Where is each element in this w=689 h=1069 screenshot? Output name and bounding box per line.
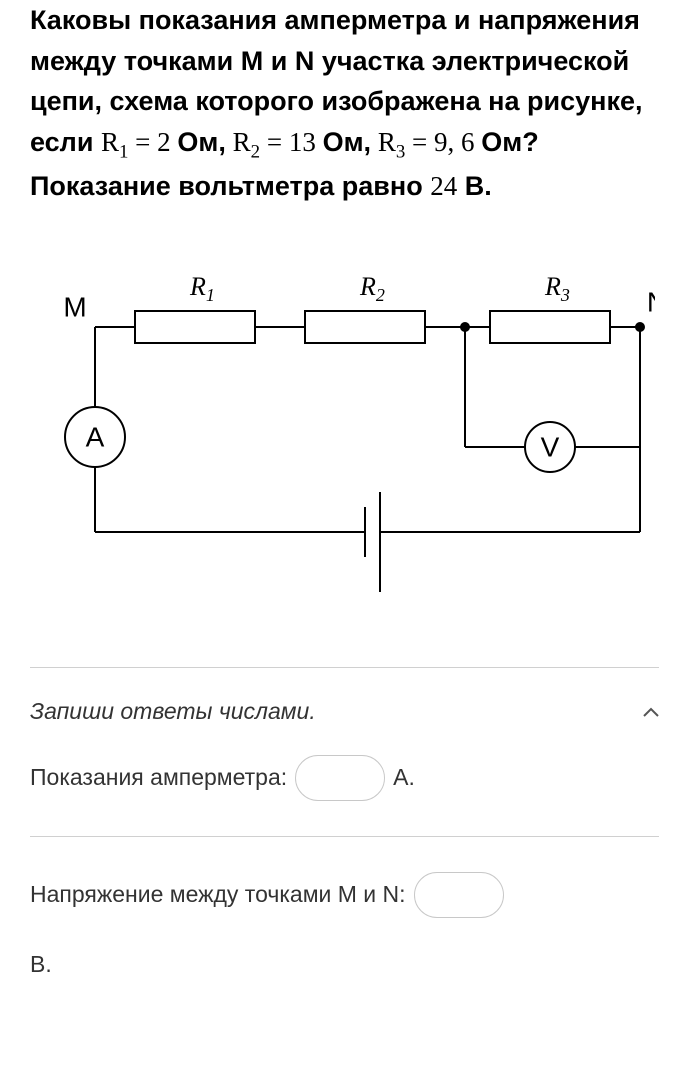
divider-2 bbox=[30, 836, 659, 837]
instruction-text: Запиши ответы числами. bbox=[30, 698, 316, 725]
ammeter-input[interactable] bbox=[295, 755, 385, 801]
circuit-svg: R1 R2 R3 M N A V bbox=[35, 247, 655, 617]
divider-1 bbox=[30, 667, 659, 668]
om1: Ом, bbox=[177, 127, 225, 157]
volt-value: 24 bbox=[430, 171, 457, 201]
ammeter-label: A bbox=[85, 421, 104, 452]
n-label: N bbox=[646, 286, 654, 317]
r2-symbol: R2 = 13 bbox=[226, 127, 323, 157]
chevron-up-icon bbox=[643, 700, 659, 723]
om2: Ом, bbox=[323, 127, 371, 157]
voltage-input[interactable] bbox=[414, 872, 504, 918]
circuit-diagram: R1 R2 R3 M N A V bbox=[30, 247, 659, 617]
voltage-label-text: Напряжение между точками M и N: bbox=[30, 873, 406, 917]
question-part2: Показание вольтметра равно bbox=[30, 171, 430, 201]
voltmeter-label: V bbox=[540, 431, 559, 462]
r1-label: R1 bbox=[189, 272, 215, 305]
voltage-unit-row: В. bbox=[30, 943, 659, 987]
r2-label: R2 bbox=[359, 272, 385, 305]
r3-label: R3 bbox=[544, 272, 570, 305]
ammeter-unit: А. bbox=[393, 756, 415, 800]
r1-symbol: R1 = 2 bbox=[101, 127, 177, 157]
m-label: M bbox=[63, 291, 86, 322]
om3: Ом? bbox=[481, 127, 538, 157]
question-text: Каковы показания амперметра и напряжения… bbox=[30, 0, 659, 207]
ammeter-answer-row: Показания амперметра: А. bbox=[30, 755, 659, 801]
instruction-row[interactable]: Запиши ответы числами. bbox=[30, 698, 659, 725]
question-part3: В. bbox=[457, 171, 492, 201]
r3-symbol: R3 = 9, 6 bbox=[371, 127, 481, 157]
ammeter-label-text: Показания амперметра: bbox=[30, 756, 287, 800]
voltage-answer-row: Напряжение между точками M и N: bbox=[30, 872, 659, 918]
voltage-unit: В. bbox=[30, 943, 52, 987]
